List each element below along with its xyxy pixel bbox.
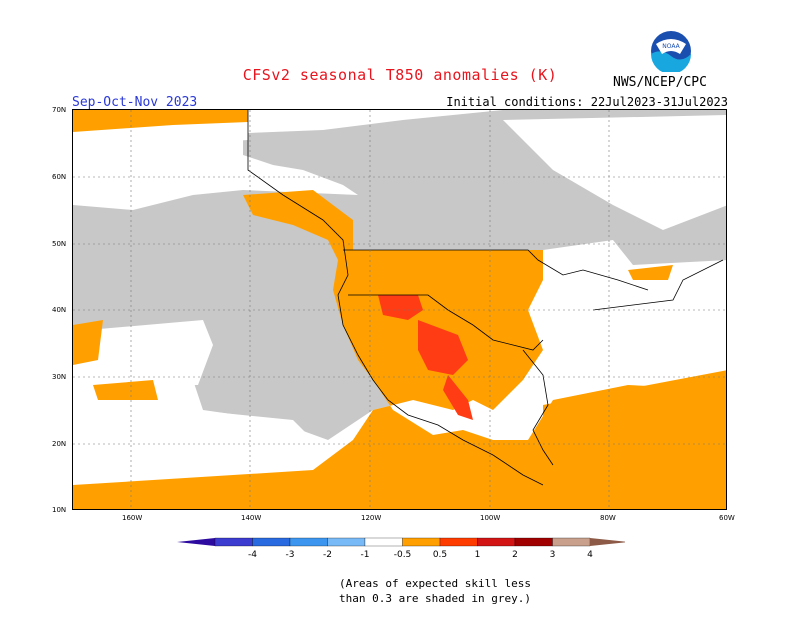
legend-color-box (477, 537, 516, 547)
map-frame (72, 109, 727, 510)
forecast-period: Sep-Oct-Nov 2023 (72, 95, 198, 110)
legend-tick-label: 0.5 (433, 550, 447, 560)
skill-note: (Areas of expected skill less than 0.3 a… (0, 576, 800, 606)
legend-tick-label: 2 (512, 550, 518, 560)
legend-tick-label: 1 (475, 550, 481, 560)
coastlines (247, 110, 724, 486)
legend-color-box (327, 537, 366, 547)
red-anomaly-areas (378, 295, 473, 420)
orange-anomaly-areas (73, 110, 726, 509)
lat-label: 50N (52, 240, 67, 248)
legend-tick-label: -3 (286, 550, 295, 560)
lon-label: 100W (480, 514, 501, 522)
lat-label: 60N (52, 173, 67, 181)
skill-note-line-2: than 0.3 are shaded in grey.) (338, 592, 532, 605)
legend-color-boxes (177, 537, 625, 547)
logo-text: NOAA (662, 43, 680, 50)
legend-tick-label: -2 (323, 550, 332, 560)
lat-label: 20N (52, 440, 67, 448)
legend-color-box (289, 537, 328, 547)
legend-color-box (252, 537, 291, 547)
lon-label: 140W (241, 514, 262, 522)
lat-label: 40N (52, 306, 67, 314)
lat-label: 70N (52, 106, 67, 114)
lon-label: 120W (361, 514, 382, 522)
legend-color-box (552, 537, 591, 547)
legend-color-box (439, 537, 478, 547)
map-title: CFSv2 seasonal T850 anomalies (K) (242, 66, 558, 84)
lon-label: 160W (122, 514, 143, 522)
anomaly-map (73, 110, 726, 509)
legend-arrow-left (177, 538, 215, 546)
initial-conditions: Initial conditions: 22Jul2023-31Jul2023 (446, 95, 728, 109)
legend-tick-label: 4 (587, 550, 593, 560)
legend-tick-label: -1 (361, 550, 370, 560)
skill-note-line-1: (Areas of expected skill less (338, 577, 532, 590)
color-legend: -4 -3 -2 -1 -0.5 0.5 1 2 3 4 (177, 537, 625, 560)
graticule (73, 110, 726, 509)
legend-tick-label: -0.5 (394, 550, 412, 560)
legend-color-box (402, 537, 441, 547)
noaa-logo-icon: NOAA (651, 31, 691, 72)
legend-tick-label: 3 (550, 550, 556, 560)
legend-tick-label: -4 (248, 550, 257, 560)
lat-label: 10N (52, 506, 67, 514)
organization-label: NWS/NCEP/CPC (613, 75, 707, 90)
lon-label: 60W (719, 514, 735, 522)
legend-color-box (214, 537, 253, 547)
legend-color-box (364, 537, 403, 547)
lon-label: 80W (600, 514, 616, 522)
legend-arrow-right (590, 538, 625, 546)
legend-color-box (514, 537, 553, 547)
lat-label: 30N (52, 373, 67, 381)
legend-tick-labels: -4 -3 -2 -1 -0.5 0.5 1 2 3 4 (248, 550, 593, 560)
